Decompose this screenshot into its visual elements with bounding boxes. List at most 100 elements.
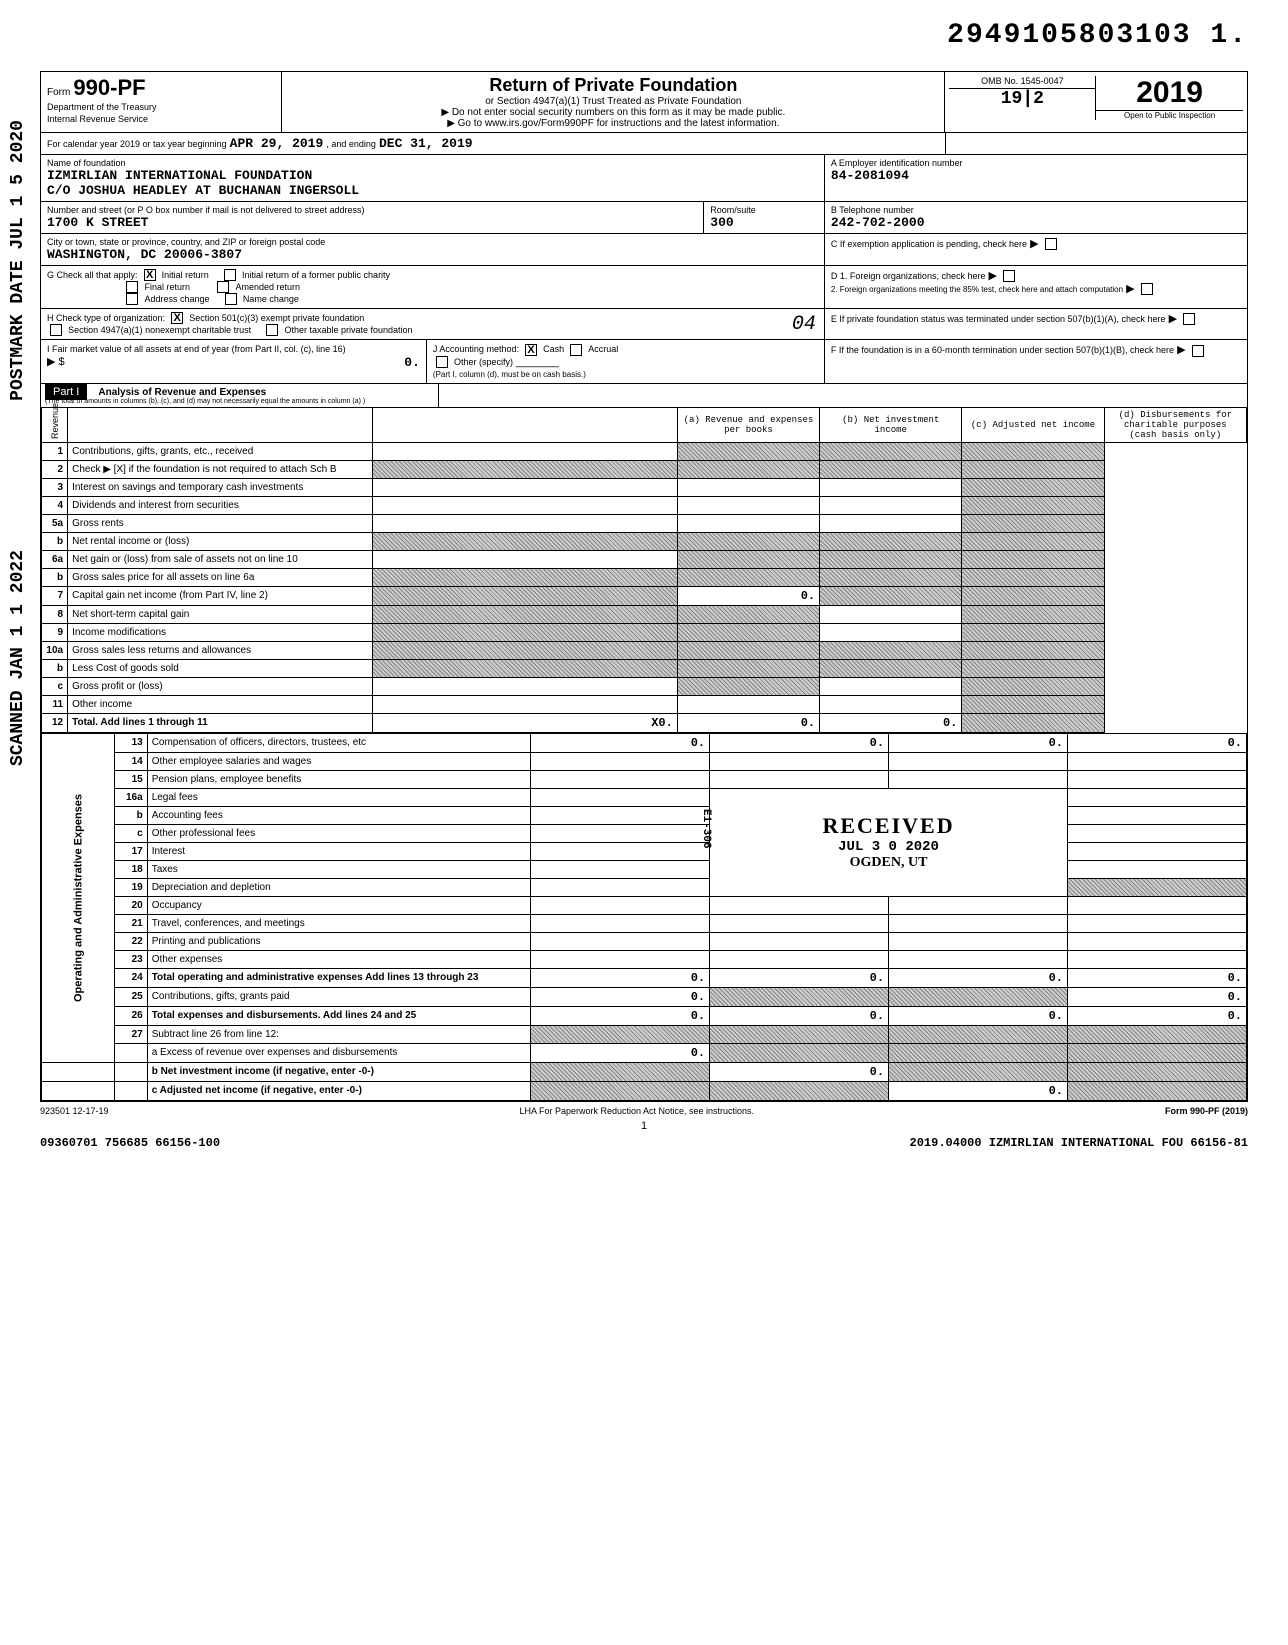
form-subtitle2: ▶ Do not enter social security numbers o… xyxy=(288,107,938,118)
d2-checkbox[interactable] xyxy=(1141,283,1153,295)
revenue-vert-label: Revenue xyxy=(42,407,68,442)
line-1: Contributions, gifts, grants, etc., rece… xyxy=(68,442,373,460)
open-inspection: Open to Public Inspection xyxy=(1096,110,1243,120)
line-4: Dividends and interest from securities xyxy=(68,496,373,514)
col-b-header: (b) Net investment income xyxy=(820,407,962,442)
line-27b: b Net investment income (if negative, en… xyxy=(147,1062,530,1081)
table-row: 4Dividends and interest from securities xyxy=(42,496,1247,514)
d2-label: 2. Foreign organizations meeting the 85%… xyxy=(831,285,1123,294)
h-4947-checkbox[interactable] xyxy=(50,324,62,336)
d1-checkbox[interactable] xyxy=(1003,270,1015,282)
initial-former-checkbox[interactable] xyxy=(224,269,236,281)
col-c-header: (c) Adjusted net income xyxy=(962,407,1104,442)
part1-note: (The total of amounts in columns (b), (c… xyxy=(45,398,434,405)
line-24-a: 0. xyxy=(531,968,710,987)
line-27a-a: 0. xyxy=(531,1043,710,1062)
line-14: Other employee salaries and wages xyxy=(147,752,530,770)
line-26-c: 0. xyxy=(889,1006,1068,1025)
table-row: cGross profit or (loss) xyxy=(42,677,1247,695)
line-26-d: 0. xyxy=(1068,1006,1247,1025)
table-row: 2Check ▶ [X] if the foundation is not re… xyxy=(42,460,1247,478)
i-label: I Fair market value of all assets at end… xyxy=(47,344,346,354)
footer-bottom-right: 2019.04000 IZMIRLIAN INTERNATIONAL FOU 6… xyxy=(910,1136,1248,1150)
footer-bottom-left: 09360701 756685 66156-100 xyxy=(40,1136,220,1150)
address-change-label: Address change xyxy=(144,294,209,304)
initial-return-label: Initial return xyxy=(162,270,209,280)
page-number: 1 xyxy=(40,1120,1248,1132)
table-row: bGross sales price for all assets on lin… xyxy=(42,568,1247,586)
form-header-left: Form 990-PF Department of the Treasury I… xyxy=(41,72,282,132)
room-value: 300 xyxy=(710,215,818,230)
address-change-checkbox[interactable] xyxy=(126,293,138,305)
room-label: Room/suite xyxy=(710,205,818,215)
f-checkbox[interactable] xyxy=(1192,345,1204,357)
line-24-b: 0. xyxy=(710,968,889,987)
j-other-checkbox[interactable] xyxy=(436,356,448,368)
part1-title: Analysis of Revenue and Expenses xyxy=(98,387,266,398)
j-accrual-checkbox[interactable] xyxy=(570,344,582,356)
table-row: a Excess of revenue over expenses and di… xyxy=(42,1043,1247,1062)
line-10c: Gross profit or (loss) xyxy=(68,677,373,695)
table-row: 9Income modifications xyxy=(42,623,1247,641)
line-22: Printing and publications xyxy=(147,932,530,950)
f-label: F If the foundation is in a 60-month ter… xyxy=(831,345,1174,355)
table-row: 5aGross rents xyxy=(42,514,1247,532)
name-change-checkbox[interactable] xyxy=(225,293,237,305)
table-row: 22Printing and publications xyxy=(42,932,1247,950)
line-21: Travel, conferences, and meetings xyxy=(147,914,530,932)
line-10b: Less Cost of goods sold xyxy=(68,659,373,677)
final-return-checkbox[interactable] xyxy=(126,281,138,293)
h-other-checkbox[interactable] xyxy=(266,324,278,336)
line-6a: Net gain or (loss) from sale of assets n… xyxy=(68,550,373,568)
line-16a: Legal fees xyxy=(147,788,530,806)
initial-return-checkbox[interactable]: X xyxy=(144,269,156,281)
c-checkbox[interactable] xyxy=(1045,238,1057,250)
table-row: 14Other employee salaries and wages xyxy=(42,752,1247,770)
line-20: Occupancy xyxy=(147,896,530,914)
line-13: Compensation of officers, directors, tru… xyxy=(147,733,530,752)
foundation-name-label: Name of foundation xyxy=(47,158,818,168)
period-end: DEC 31, 2019 xyxy=(379,136,473,151)
line-25: Contributions, gifts, grants paid xyxy=(147,987,530,1006)
line-5a: Gross rents xyxy=(68,514,373,532)
period-begin-label: For calendar year 2019 or tax year begin… xyxy=(47,139,227,149)
line-6b: Gross sales price for all assets on line… xyxy=(68,568,373,586)
line-23: Other expenses xyxy=(147,950,530,968)
e-checkbox[interactable] xyxy=(1183,313,1195,325)
table-row: 12Total. Add lines 1 through 11X0.0.0. xyxy=(42,713,1247,732)
g-d-row: G Check all that apply: X Initial return… xyxy=(41,266,1247,309)
line-16b: Accounting fees xyxy=(147,806,530,824)
table-row: 15Pension plans, employee benefits xyxy=(42,770,1247,788)
line-26: Total expenses and disbursements. Add li… xyxy=(147,1006,530,1025)
j-note: (Part I, column (d), must be on cash bas… xyxy=(433,370,586,379)
line-24-d: 0. xyxy=(1068,968,1247,987)
j-cash-checkbox[interactable]: X xyxy=(525,344,537,356)
table-row: 6aNet gain or (loss) from sale of assets… xyxy=(42,550,1247,568)
line-15: Pension plans, employee benefits xyxy=(147,770,530,788)
city-value: WASHINGTON, DC 20006-3807 xyxy=(47,247,818,262)
tax-year: 2019 xyxy=(1096,76,1243,110)
expenses-vert-label: Operating and Administrative Expenses xyxy=(42,733,115,1062)
line-8: Net short-term capital gain xyxy=(68,605,373,623)
city-label: City or town, state or province, country… xyxy=(47,237,818,247)
scanned-stamp: SCANNED JAN 1 1 2022 xyxy=(8,550,28,766)
line-24: Total operating and administrative expen… xyxy=(147,968,530,987)
postmark-stamp: POSTMARK DATE JUL 1 5 2020 xyxy=(8,120,28,401)
phone-value: 242-702-2000 xyxy=(831,215,1241,230)
h-501c3-checkbox[interactable]: X xyxy=(171,312,183,324)
table-row: 26Total expenses and disbursements. Add … xyxy=(42,1006,1247,1025)
line-26-a: 0. xyxy=(531,1006,710,1025)
address-value: 1700 K STREET xyxy=(47,215,697,230)
table-row: 23Other expenses xyxy=(42,950,1247,968)
table-row: 25Contributions, gifts, grants paid0.0. xyxy=(42,987,1247,1006)
amended-checkbox[interactable] xyxy=(217,281,229,293)
address-label: Number and street (or P O box number if … xyxy=(47,205,697,215)
form-subtitle3: ▶ Go to www.irs.gov/Form990PF for instru… xyxy=(288,118,938,129)
i-arrow: ▶ $ xyxy=(47,356,65,368)
line-17: Interest xyxy=(147,842,530,860)
line-12-b: 0. xyxy=(677,713,819,732)
initial-former-label: Initial return of a former public charit… xyxy=(242,270,390,280)
form-header-center: Return of Private Foundation or Section … xyxy=(282,72,945,132)
period-end-label: , and ending xyxy=(326,139,376,149)
line-25-a: 0. xyxy=(531,987,710,1006)
